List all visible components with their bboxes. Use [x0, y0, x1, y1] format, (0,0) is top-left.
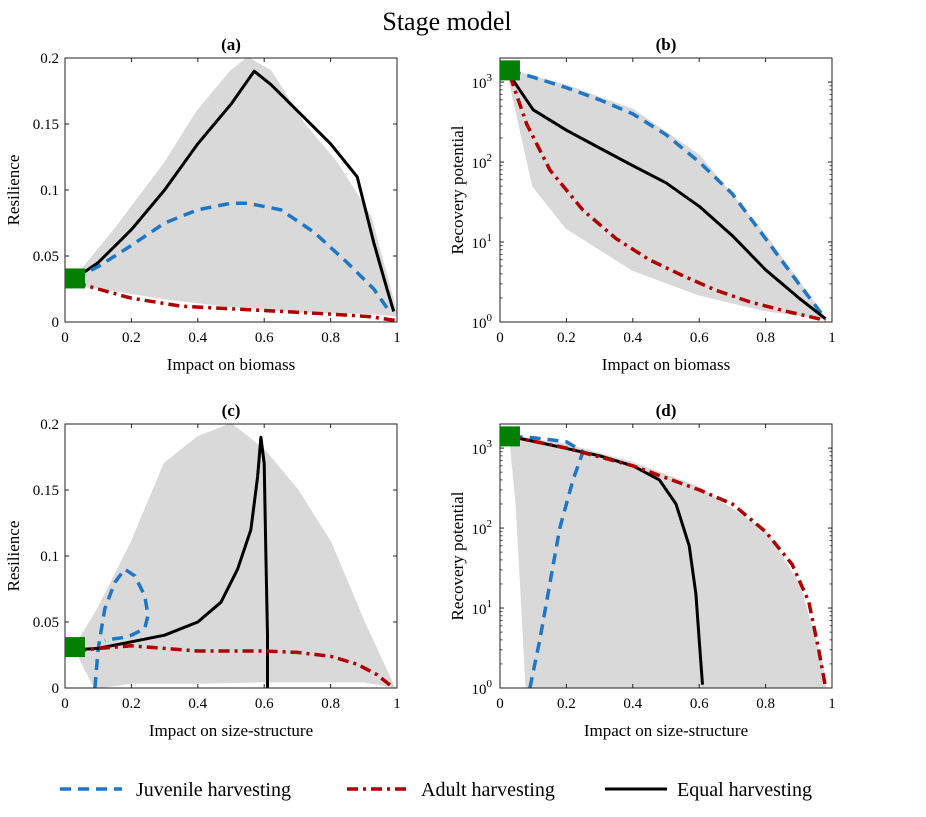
y-axis-label: Recovery potential [448, 491, 467, 620]
y-tick-exponent: 1 [487, 232, 493, 244]
x-tick-label: 0.6 [690, 330, 709, 346]
x-tick-label: 0 [61, 330, 69, 346]
initial-state-marker [499, 60, 520, 81]
x-tick-label: 1 [393, 696, 401, 712]
series-equal-harvesting [508, 74, 827, 320]
panel-title: (d) [656, 401, 677, 420]
y-tick-label: 100 [472, 312, 493, 332]
x-axis-label: Impact on biomass [167, 355, 295, 374]
y-tick-label: 103 [472, 72, 493, 92]
y-tick-base: 10 [472, 602, 487, 618]
y-tick-label: 0 [52, 315, 60, 331]
x-axis-label: Impact on size-structure [149, 721, 313, 740]
figure-title: Stage model [382, 7, 511, 36]
y-tick-label: 0.15 [33, 117, 59, 133]
x-tick-label: 0.4 [188, 696, 207, 712]
y-tick-label: 0.05 [33, 249, 59, 265]
x-tick-label: 0.6 [690, 696, 709, 712]
y-tick-label: 0.2 [40, 51, 59, 67]
x-tick-label: 0.2 [557, 696, 576, 712]
x-tick-label: 0.8 [756, 696, 775, 712]
y-tick-label: 101 [472, 598, 493, 618]
y-tick-label: 0.1 [40, 549, 59, 565]
y-tick-label: 100 [472, 678, 493, 698]
x-tick-label: 0.4 [623, 330, 642, 346]
x-tick-label: 1 [393, 330, 401, 346]
y-tick-exponent: 2 [487, 518, 493, 530]
initial-state-marker [64, 637, 85, 658]
panels: 0 0.2 0.4 0.6 0.8 100.050.10.150.2(a)Impact o… [4, 35, 836, 740]
series-juvenile-harvesting [93, 567, 150, 688]
legend-label: Juvenile harvesting [136, 779, 291, 801]
panel-c: 0 0.2 0.4 0.6 0.8 1 0 0.05 0.1 0.15 0.2 (c) Impact o… [4, 401, 401, 740]
y-tick-base: 10 [472, 156, 487, 172]
axes-frame [499, 423, 833, 689]
panel-title: (a) [221, 35, 241, 54]
y-tick-label: 103 [472, 438, 493, 458]
y-tick-base: 10 [472, 522, 487, 538]
legend-label: Adult harvesting [421, 779, 555, 801]
legend: Juvenile harvesting Adult harvesting Equal… [60, 779, 812, 801]
y-axis-label: Resilience [4, 155, 23, 226]
y-tick-label: 102 [472, 518, 493, 538]
x-tick-label: 1 [828, 330, 836, 346]
x-axis-label: Impact on size-structure [584, 721, 748, 740]
y-tick-exponent: 3 [487, 438, 493, 450]
y-tick-label: 102 [472, 152, 493, 172]
x-tick-label: 0.6 [255, 696, 274, 712]
x-tick-label: 0 [496, 330, 504, 346]
x-tick-label: 0.8 [321, 330, 340, 346]
y-axis-label: Recovery potential [448, 125, 467, 254]
y-tick-base: 10 [472, 682, 487, 698]
y-tick-label: 101 [472, 232, 493, 252]
x-tick-label: 0.4 [188, 330, 207, 346]
y-tick-exponent: 0 [487, 312, 493, 324]
y-tick-label: 0.05 [33, 615, 59, 631]
x-tick-label: 0.2 [557, 330, 576, 346]
series-adult-harvesting [74, 644, 392, 687]
x-tick-label: 1 [828, 696, 836, 712]
x-tick-label: 0.6 [255, 330, 274, 346]
initial-state-marker [64, 268, 85, 289]
y-tick-exponent: 2 [487, 152, 493, 164]
simulation-envelope [74, 58, 397, 317]
y-axis-label: Resilience [4, 521, 23, 592]
x-tick-label: 0.4 [623, 696, 642, 712]
x-tick-label: 0.2 [122, 696, 141, 712]
simulation-envelope [73, 424, 396, 688]
y-tick-exponent: 0 [487, 678, 493, 690]
y-tick-base: 10 [472, 236, 487, 252]
x-tick-label: 0.8 [321, 696, 340, 712]
series-juvenile-harvesting [509, 68, 827, 320]
series-juvenile-harvesting [74, 201, 392, 314]
initial-state-marker [499, 426, 520, 447]
legend-label: Equal harvesting [677, 779, 812, 801]
y-tick-exponent: 1 [487, 598, 493, 610]
series-equal-harvesting [74, 69, 396, 312]
x-tick-label: 0 [61, 696, 69, 712]
panel-title: (c) [222, 401, 241, 420]
y-tick-base: 10 [472, 316, 487, 332]
y-tick-base: 10 [472, 76, 487, 92]
x-tick-label: 0.8 [756, 330, 775, 346]
panel-a: 0 0.2 0.4 0.6 0.8 1 0 0.05 0.1 0.15 0.2 (a) Impact o… [4, 35, 401, 374]
y-tick-label: 0.1 [40, 183, 59, 199]
axes-frame [499, 57, 833, 323]
panel-title: (b) [656, 35, 677, 54]
series-equal-harvesting [74, 435, 269, 688]
x-tick-label: 0.2 [122, 330, 141, 346]
x-tick-label: 0 [496, 696, 504, 712]
y-tick-label: 0.15 [33, 483, 59, 499]
y-tick-base: 10 [472, 442, 487, 458]
y-tick-label: 0.2 [40, 417, 59, 433]
x-axis-label: Impact on biomass [602, 355, 730, 374]
simulation-envelope [509, 69, 828, 321]
y-tick-exponent: 3 [487, 72, 493, 84]
y-tick-label: 0 [52, 681, 60, 697]
simulation-envelope [508, 435, 827, 688]
